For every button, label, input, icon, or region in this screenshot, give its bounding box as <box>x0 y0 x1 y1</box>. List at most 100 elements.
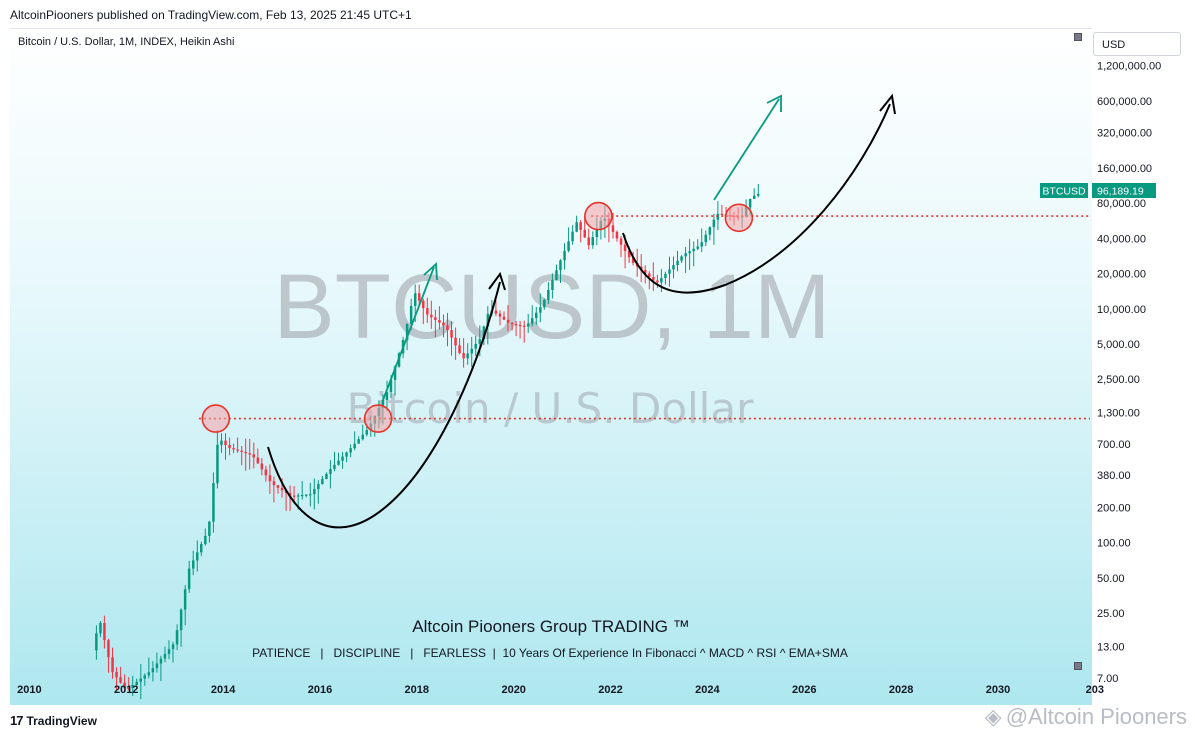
candle-body-85 <box>438 320 441 323</box>
published-info: AltcoinPiooners published on TradingView… <box>10 8 412 22</box>
candle-body-60 <box>337 460 340 465</box>
time-axis[interactable]: 2010 2012 2014 2016 2018 2020 2022 2024 2026 2028… <box>17 684 1104 696</box>
candle-body-101 <box>502 316 506 320</box>
scale-settings-icon[interactable] <box>1074 662 1082 670</box>
last-price-tag: BTCUSD 96,189.19 <box>1040 183 1156 198</box>
candle-body-33 <box>228 445 231 449</box>
candle-body-40 <box>256 457 260 464</box>
candle-body-71 <box>381 400 385 408</box>
candle-body-2 <box>103 623 106 641</box>
candle-body-117 <box>567 241 570 251</box>
tradingview-logo[interactable]: 17 TradingView <box>10 713 97 728</box>
candle-body-100 <box>498 313 502 317</box>
trend-arrow-2-head <box>766 94 782 112</box>
candle-body-53 <box>309 494 312 496</box>
candle-body-107 <box>527 323 530 327</box>
candle-body-3 <box>107 640 110 658</box>
candle-body-133 <box>631 257 635 263</box>
chart-pane[interactable] <box>10 28 1092 705</box>
candle-body-24 <box>192 560 195 569</box>
symbol-title[interactable]: Bitcoin / U.S. Dollar, 1M, INDEX, Heikin… <box>18 36 235 48</box>
candle-body-153 <box>712 219 716 228</box>
candle-body-19 <box>171 644 175 650</box>
candle-body-143 <box>672 265 675 270</box>
currency-selector[interactable]: USD <box>1093 32 1181 56</box>
price-tag-symbol: BTCUSD <box>1042 186 1086 198</box>
candle-body-149 <box>696 246 699 249</box>
candle-body-105 <box>518 324 522 327</box>
candle-body-17 <box>163 653 167 659</box>
candle-body-120 <box>579 222 582 230</box>
candle-body-30 <box>216 444 219 484</box>
cup-arrow-1-head <box>488 271 506 291</box>
candle-body-137 <box>648 273 651 277</box>
candle-body-29 <box>212 483 215 522</box>
candle-body-49 <box>292 495 296 497</box>
candle-body-163 <box>753 195 756 199</box>
y-tick-7: 10,000.00 <box>1097 304 1146 316</box>
candle-body-66 <box>361 434 364 440</box>
candle-body-73 <box>389 379 393 393</box>
candle-body-54 <box>313 489 316 495</box>
y-tick-6: 20,000.00 <box>1097 269 1146 281</box>
x-tick-8: 2026 <box>792 684 816 696</box>
trend-arrow-2 <box>713 98 780 201</box>
candle-body-11 <box>139 678 142 682</box>
candle-body-6 <box>119 677 122 683</box>
candle-body-87 <box>446 325 449 330</box>
x-tick-6: 2022 <box>598 684 622 696</box>
candle-body-4 <box>111 657 114 673</box>
candle-body-162 <box>748 198 752 208</box>
candle-body-62 <box>345 452 348 457</box>
candle-body-119 <box>575 222 578 232</box>
candle-body-102 <box>506 319 510 323</box>
candle-body-90 <box>458 345 461 354</box>
x-tick-11: 203 <box>1086 684 1104 696</box>
candle-body-130 <box>619 238 623 245</box>
highlight-circle-2 <box>584 201 613 231</box>
candle-body-0 <box>95 633 98 651</box>
x-tick-0: 2010 <box>17 684 41 696</box>
candle-body-61 <box>341 456 344 461</box>
highlight-circle-3 <box>724 203 754 233</box>
drawings <box>267 93 896 529</box>
pane-settings-icon[interactable] <box>1074 33 1082 41</box>
candle-body-12 <box>143 675 146 679</box>
candle-body-128 <box>611 225 615 232</box>
price-axis[interactable]: 1,200,000.00 600,000.00 320,000.00 160,000.… <box>1097 61 1161 685</box>
candle-body-111 <box>543 300 546 308</box>
candle-body-64 <box>353 443 356 449</box>
candle-body-148 <box>692 248 695 252</box>
candle-body-140 <box>660 278 663 283</box>
candle-body-50 <box>296 495 300 497</box>
candle-body-145 <box>680 256 683 261</box>
candle-body-138 <box>652 277 655 281</box>
candle-body-48 <box>288 493 292 496</box>
candle-body-42 <box>264 469 268 476</box>
candle-body-43 <box>268 475 272 482</box>
candle-body-94 <box>474 343 477 349</box>
y-tick-0: 1,200,000.00 <box>1097 61 1161 73</box>
candle-body-14 <box>151 668 155 673</box>
author-credit-text: @Altcoin Piooners <box>1005 704 1187 729</box>
candle-body-121 <box>583 229 586 238</box>
candle-body-46 <box>280 487 284 491</box>
y-tick-11: 700.00 <box>1097 439 1131 451</box>
candle-body-147 <box>688 251 691 254</box>
candle-body-83 <box>430 314 433 318</box>
diamond-logo-icon: ◈ <box>984 704 1002 729</box>
candle-body-44 <box>272 481 276 486</box>
candle-body-164 <box>757 193 760 196</box>
candle-body-79 <box>414 293 417 306</box>
y-tick-8: 5,000.00 <box>1097 339 1140 351</box>
candle-body-5 <box>115 672 118 678</box>
candle-body-141 <box>664 273 667 279</box>
candle-body-142 <box>668 269 671 274</box>
y-tick-5: 40,000.00 <box>1097 233 1146 245</box>
cup-curve-2 <box>622 103 891 294</box>
candle-body-38 <box>248 453 251 455</box>
candle-body-132 <box>627 250 631 258</box>
candle-body-124 <box>595 229 599 238</box>
candle-body-23 <box>187 568 191 590</box>
candle-body-26 <box>200 544 203 553</box>
